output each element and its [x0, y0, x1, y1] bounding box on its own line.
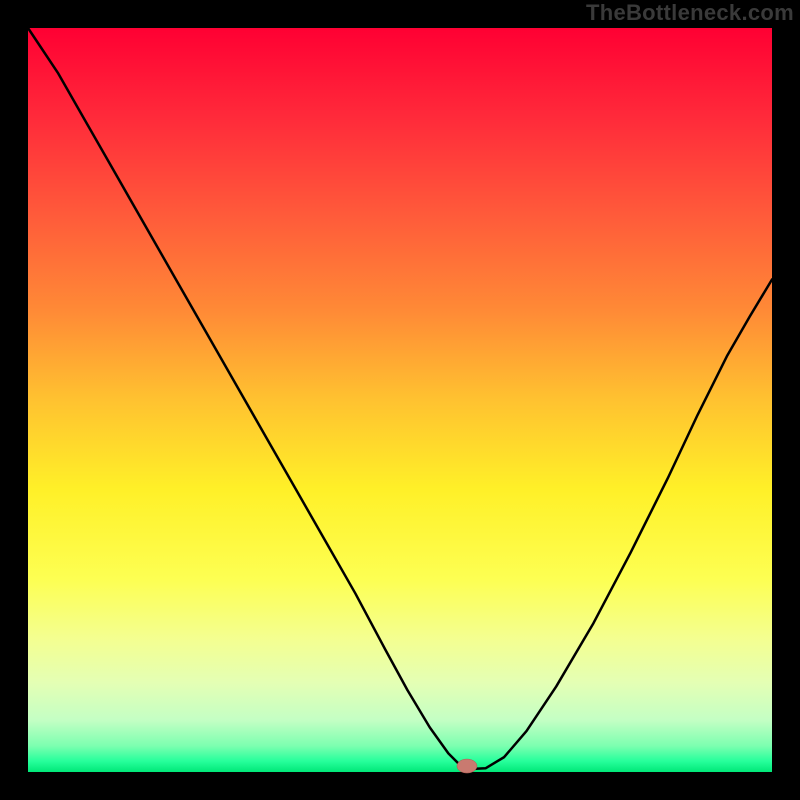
chart-plot-area: [28, 28, 772, 772]
figure-stage: TheBottleneck.com: [0, 0, 800, 800]
watermark-text: TheBottleneck.com: [586, 0, 794, 26]
optimal-marker: [457, 759, 477, 773]
bottleneck-chart: [0, 0, 800, 800]
